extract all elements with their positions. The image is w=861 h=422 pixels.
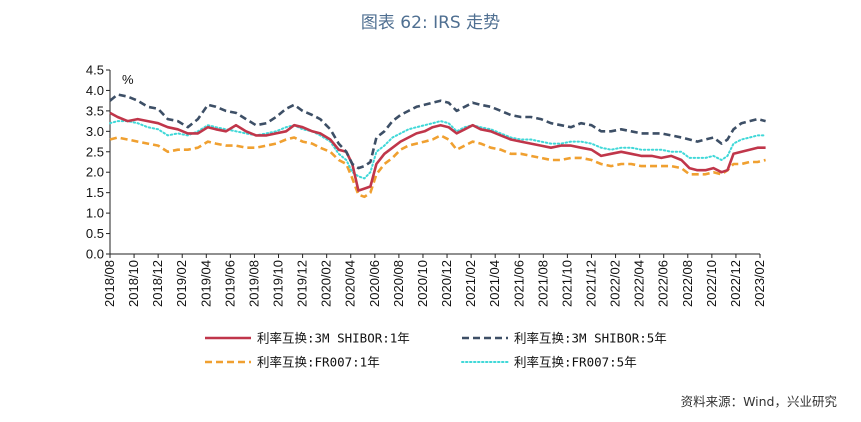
x-tick-label: 2020/10	[415, 260, 430, 307]
y-tick-label: 3.5	[86, 103, 104, 118]
x-tick-label: 2019/06	[222, 260, 237, 307]
x-tick-label: 2019/10	[271, 260, 286, 307]
legend-label-3: 利率互换:FR007:1年	[257, 355, 380, 370]
x-tick-label: 2023/02	[752, 260, 767, 307]
y-tick-label: 2.5	[86, 144, 104, 159]
x-tick-label: 2021/08	[535, 260, 550, 307]
chart-title: 图表 62: IRS 走势	[360, 13, 501, 33]
x-tick-label: 2021/06	[511, 260, 526, 307]
legend-label-1: 利率互换:3M SHIBOR:1年	[257, 331, 410, 346]
x-tick-label: 2020/04	[343, 260, 358, 307]
x-tick-label: 2022/06	[656, 260, 671, 307]
x-tick-label: 2020/06	[367, 260, 382, 307]
series-line-3	[109, 134, 766, 199]
x-tick-label: 2022/02	[608, 260, 623, 307]
series-line-4	[109, 120, 767, 180]
y-tick-label: 3.0	[86, 124, 104, 139]
series-line-1	[109, 111, 766, 192]
x-tick-label: 2022/04	[632, 260, 647, 307]
x-tick-label: 2022/08	[680, 260, 695, 307]
x-tick-label: 2021/12	[583, 260, 598, 307]
x-tick-label: 2022/10	[704, 260, 719, 307]
axes: 0.0 0.5 1.0 1.5 2.0 2.5 3.0 3.5 4.0 4.5% 2018/08 20…	[86, 63, 767, 308]
x-tick-label: 2018/08	[102, 260, 117, 307]
source-note: 资料来源：Wind，兴业研究	[680, 394, 837, 409]
x-tick-label: 2019/04	[198, 260, 213, 307]
x-tick-label: 2022/12	[728, 260, 743, 307]
x-tick-label: 2019/12	[295, 260, 310, 307]
x-tick-label: 2018/12	[150, 260, 165, 307]
x-tick-label: 2021/04	[487, 260, 502, 307]
legend-label-2: 利率互换:3M SHIBOR:5年	[514, 331, 667, 346]
legend-label-4: 利率互换:FR007:5年	[514, 355, 637, 370]
x-tick-label: 2020/12	[439, 260, 454, 307]
y-tick-label: 0.0	[86, 247, 104, 262]
y-tick-label: 4.5	[86, 63, 104, 78]
x-tick-label: 2018/10	[126, 260, 141, 307]
x-tick-label: 2021/02	[463, 260, 478, 307]
x-tick-label: 2020/08	[391, 260, 406, 307]
x-tick-label: 2021/10	[559, 260, 574, 307]
y-tick-label: 4.0	[86, 83, 104, 98]
y-tick-label: 1.5	[86, 185, 104, 200]
x-tick-label: 2019/08	[246, 260, 261, 307]
y-tick-label: 1.0	[86, 206, 104, 221]
series-layer	[109, 93, 767, 199]
y-tick-label: 0.5	[86, 226, 104, 241]
legend: 利率互换:3M SHIBOR:1年 利率互换:3M SHIBOR:5年利率互换:F…	[205, 331, 667, 370]
series-line-2	[109, 93, 766, 170]
x-tick-label: 2020/02	[319, 260, 334, 307]
x-tick-label: 2019/02	[174, 260, 189, 307]
y-axis-unit: %	[122, 72, 134, 87]
y-tick-label: 2.0	[86, 165, 104, 180]
